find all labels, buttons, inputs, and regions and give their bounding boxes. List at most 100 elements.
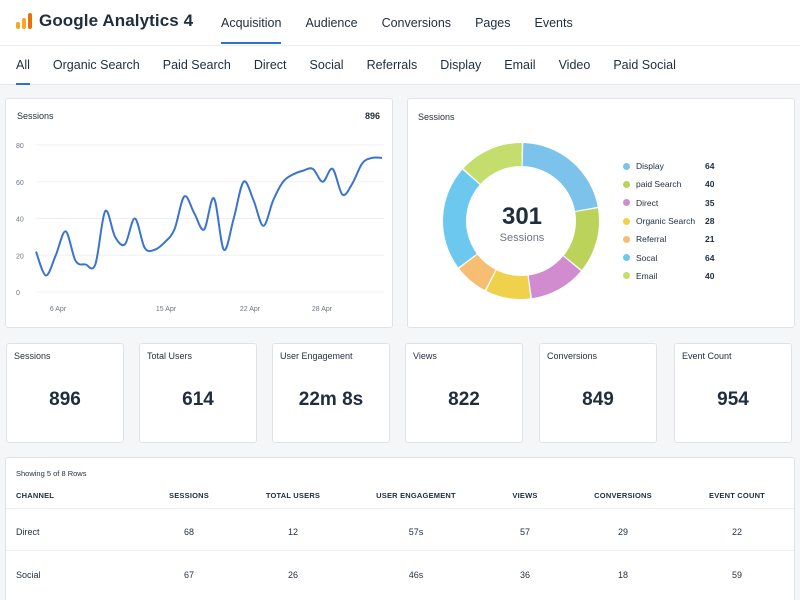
sessions-series-line	[35, 156, 383, 277]
legend-label: paid Search	[636, 179, 682, 190]
legend-item[interactable]: Email 40	[623, 267, 723, 285]
sessions-donut-chart-card: Sessions 301 Sessions Display 64 paid Sear…	[407, 98, 795, 328]
legend-label: Direct	[636, 197, 659, 208]
tab-events[interactable]: Events	[534, 16, 573, 30]
cell-conversions: 18	[617, 570, 628, 580]
channel-nav: All Organic Search Paid Search Direct So…	[16, 46, 699, 86]
cell-total-users: 12	[287, 527, 298, 537]
legend-swatch	[623, 272, 630, 280]
stat-value: 954	[717, 389, 749, 410]
donut-slice-paid-search	[563, 208, 599, 270]
legend-label: Socal	[636, 252, 658, 263]
column-header-sessions[interactable]: SESSIONS	[169, 491, 209, 500]
legend-item[interactable]: Referral 21	[623, 230, 723, 248]
legend-label: Referral	[636, 234, 667, 245]
cell-conversions: 29	[617, 527, 628, 537]
cell-views: 36	[519, 570, 530, 580]
donut-slice-direct	[528, 256, 581, 299]
table-header-divider	[6, 508, 794, 509]
channel-tab-video[interactable]: Video	[558, 58, 591, 72]
legend-value: 40	[705, 179, 715, 190]
stat-value: 896	[49, 389, 81, 410]
rows-showing-text: Showing 5 of 8 Rows	[16, 469, 87, 478]
legend-item[interactable]: Display 64	[623, 157, 723, 175]
channel-tab-organic-search[interactable]: Organic Search	[52, 58, 140, 72]
legend-item[interactable]: Organic Search 28	[623, 212, 723, 230]
legend-label: Email	[636, 270, 658, 281]
legend-swatch	[623, 217, 630, 225]
stat-label: User Engagement	[280, 351, 353, 361]
donut-legend: Display 64 paid Search 40 Direct 35 Organic Se…	[623, 157, 723, 285]
column-header-conversions[interactable]: CONVERSIONS	[594, 491, 652, 500]
cell-event-count: 22	[731, 527, 742, 537]
stat-label: Sessions	[14, 351, 51, 361]
legend-label: Organic Search	[636, 216, 696, 227]
legend-value: 28	[705, 216, 715, 227]
cell-user-engagement: 46s	[408, 570, 424, 580]
line-chart-title: Sessions	[17, 111, 54, 121]
sessions-line-chart: 0 20 40 60 80 6 Apr 15 Apr 22 Apr 28 Apr	[16, 143, 384, 313]
channel-table: Showing 5 of 8 Rows CHANNEL SESSIONS TOT…	[5, 457, 795, 600]
x-tick-label: 28 Apr	[312, 306, 333, 313]
top-nav: Acquisition Audience Conversions Pages E…	[221, 0, 597, 45]
channel-filter-bar: All Organic Search Paid Search Direct So…	[0, 45, 800, 85]
stat-card-total-users: Total Users 614	[139, 343, 257, 443]
channel-tab-display[interactable]: Display	[440, 58, 482, 72]
tab-acquisition[interactable]: Acquisition	[221, 0, 282, 45]
table-row-divider	[6, 550, 794, 551]
legend-value: 64	[705, 252, 715, 263]
y-tick-label: 60	[16, 180, 24, 187]
donut-slice-display	[522, 143, 598, 211]
legend-swatch	[623, 180, 630, 188]
channel-tab-paid-social[interactable]: Paid Social	[613, 58, 676, 72]
y-tick-label: 40	[16, 217, 24, 224]
cell-channel: Direct	[16, 527, 40, 537]
channel-tab-referrals[interactable]: Referrals	[366, 58, 418, 72]
cell-views: 57	[519, 527, 530, 537]
stat-value: 849	[582, 389, 614, 410]
stat-value: 614	[182, 389, 214, 410]
column-header-total-users[interactable]: TOTAL USERS	[265, 491, 321, 500]
donut-slice-referral	[459, 254, 496, 291]
legend-value: 40	[705, 270, 715, 281]
channel-tab-paid-search[interactable]: Paid Search	[162, 58, 231, 72]
legend-swatch	[623, 235, 630, 243]
y-tick-label: 0	[16, 290, 20, 297]
legend-swatch	[623, 199, 630, 207]
tab-conversions[interactable]: Conversions	[381, 16, 452, 30]
x-tick-label: 6 Apr	[50, 306, 67, 313]
stat-card-sessions: Sessions 896	[6, 343, 124, 443]
legend-value: 21	[705, 234, 715, 245]
stat-value: 22m 8s	[298, 389, 364, 410]
tab-pages[interactable]: Pages	[475, 16, 511, 30]
legend-value: 64	[705, 161, 715, 172]
channel-tab-social[interactable]: Social	[309, 58, 344, 72]
channel-tab-email[interactable]: Email	[504, 58, 536, 72]
sessions-donut-chart	[443, 143, 599, 299]
column-header-user-engagement[interactable]: USER ENGAGEMENT	[376, 491, 456, 500]
legend-item[interactable]: Direct 35	[623, 194, 723, 212]
tab-audience[interactable]: Audience	[305, 16, 358, 30]
app-title: Google Analytics 4	[39, 11, 194, 30]
channel-tab-direct[interactable]: Direct	[253, 58, 287, 72]
cell-event-count: 59	[731, 570, 742, 580]
column-header-views[interactable]: VIEWS	[512, 491, 538, 500]
channel-tab-all[interactable]: All	[16, 46, 30, 86]
legend-item[interactable]: Socal 64	[623, 248, 723, 266]
stat-label: Views	[413, 351, 437, 361]
cell-total-users: 26	[287, 570, 298, 580]
stat-card-views: Views 822	[405, 343, 523, 443]
column-header-event-count[interactable]: EVENT COUNT	[709, 491, 765, 500]
top-bar: Google Analytics 4 Acquisition Audience …	[0, 0, 800, 45]
donut-slice-email	[463, 143, 522, 184]
sessions-line-chart-card: Sessions 896 0 20 40 60 80 6 Apr 15 Apr 22 Apr 2…	[5, 98, 393, 328]
column-header-channel[interactable]: CHANNEL	[16, 491, 55, 500]
legend-swatch	[623, 254, 630, 262]
donut-slice-socal	[443, 169, 480, 268]
cell-user-engagement: 57s	[408, 527, 424, 537]
cell-sessions: 67	[183, 570, 194, 580]
donut-chart-title: Sessions	[418, 112, 455, 122]
cell-channel: Social	[16, 570, 41, 580]
legend-item[interactable]: paid Search 40	[623, 175, 723, 193]
app-logo[interactable]: Google Analytics 4	[15, 11, 193, 31]
